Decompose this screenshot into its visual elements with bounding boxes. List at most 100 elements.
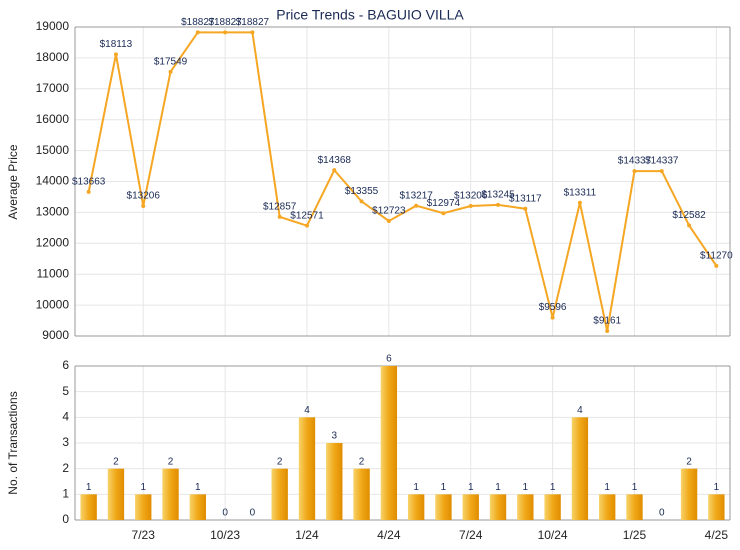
x-tick-label: 4/24 xyxy=(377,528,401,542)
point xyxy=(523,206,528,211)
point xyxy=(141,204,146,209)
bar xyxy=(599,494,616,520)
y-tick-label: 0 xyxy=(62,512,69,526)
bar xyxy=(435,494,452,520)
data-label: $14337 xyxy=(618,156,652,167)
bar xyxy=(353,468,370,520)
point xyxy=(195,30,200,35)
bar xyxy=(298,417,316,520)
bar xyxy=(517,494,534,520)
bar xyxy=(626,494,643,520)
data-label: 0 xyxy=(250,508,256,519)
point xyxy=(468,204,473,209)
data-label: $18827 xyxy=(208,17,242,28)
data-label: $12974 xyxy=(427,198,461,209)
data-label: $9596 xyxy=(539,302,567,313)
x-tick-label: 7/24 xyxy=(459,528,483,542)
data-label: 1 xyxy=(195,482,201,493)
point xyxy=(223,30,228,35)
data-label: $13311 xyxy=(564,187,597,198)
data-label: 1 xyxy=(441,482,447,493)
point xyxy=(441,211,446,216)
bar xyxy=(80,494,97,520)
y-tick-label: 15000 xyxy=(36,143,70,157)
data-label: 4 xyxy=(304,405,310,416)
point xyxy=(496,202,501,207)
data-label: $14368 xyxy=(318,155,352,166)
point xyxy=(86,189,91,194)
point xyxy=(359,199,364,204)
data-label: 2 xyxy=(359,456,365,467)
data-label: 4 xyxy=(577,405,583,416)
y-tick-label: 4 xyxy=(62,410,69,424)
point xyxy=(332,168,337,173)
point xyxy=(687,223,692,228)
bar xyxy=(271,468,288,520)
point xyxy=(277,214,282,219)
data-label: 1 xyxy=(632,482,638,493)
bar xyxy=(135,494,152,520)
y-tick-label: 9000 xyxy=(42,328,69,342)
bar xyxy=(189,494,206,520)
data-label: $18827 xyxy=(236,17,270,28)
bar xyxy=(326,443,343,520)
data-label: 1 xyxy=(714,482,720,493)
bar xyxy=(380,366,398,520)
y-tick-label: 13000 xyxy=(36,205,70,219)
point xyxy=(250,30,255,35)
chart-title: Price Trends - BAGUIO VILLA xyxy=(276,7,464,23)
y-tick-label: 16000 xyxy=(36,112,70,126)
bar xyxy=(708,494,725,520)
data-label: $13355 xyxy=(345,186,379,197)
data-label: 1 xyxy=(604,482,610,493)
y-tick-label: 3 xyxy=(62,435,69,449)
y-tick-label: 2 xyxy=(62,461,69,475)
bar xyxy=(162,468,179,520)
data-label: 1 xyxy=(413,482,419,493)
data-label: $13217 xyxy=(399,190,433,201)
y-tick-label: 11000 xyxy=(37,266,70,280)
data-label: 1 xyxy=(550,482,556,493)
point xyxy=(632,169,637,174)
data-label: $11270 xyxy=(700,250,733,261)
data-label: 2 xyxy=(277,456,283,467)
data-label: 0 xyxy=(659,508,665,519)
point xyxy=(113,52,118,57)
data-label: $12857 xyxy=(263,201,297,212)
point xyxy=(386,218,391,223)
x-tick-label: 10/24 xyxy=(538,528,568,542)
bar xyxy=(489,494,507,520)
data-label: $12571 xyxy=(290,210,324,221)
y-axis-label: No. of Transactions xyxy=(6,391,20,494)
y-tick-label: 18000 xyxy=(36,50,70,64)
data-label: $13663 xyxy=(72,177,106,188)
data-label: 2 xyxy=(113,456,119,467)
data-label: 0 xyxy=(222,508,228,519)
y-tick-label: 6 xyxy=(62,358,69,372)
point xyxy=(714,263,719,268)
point xyxy=(414,203,419,208)
data-label: 1 xyxy=(140,482,146,493)
data-label: $13117 xyxy=(509,193,542,204)
data-label: $13245 xyxy=(481,189,515,200)
bar xyxy=(107,468,125,520)
bar xyxy=(571,417,589,520)
data-label: $13206 xyxy=(127,191,161,202)
y-tick-label: 19000 xyxy=(36,19,70,33)
point xyxy=(304,223,309,228)
x-tick-label: 4/25 xyxy=(705,528,729,542)
y-tick-label: 12000 xyxy=(36,235,70,249)
point xyxy=(577,200,582,205)
data-label: 1 xyxy=(495,482,501,493)
data-label: $9161 xyxy=(593,316,621,327)
x-tick-label: 1/24 xyxy=(295,528,319,542)
data-label: 3 xyxy=(331,431,337,442)
data-label: 6 xyxy=(386,354,392,365)
y-tick-label: 10000 xyxy=(36,297,70,311)
data-label: 2 xyxy=(686,456,692,467)
x-tick-label: 1/25 xyxy=(623,528,647,542)
x-tick-label: 7/23 xyxy=(132,528,156,542)
point xyxy=(168,69,173,74)
bar xyxy=(544,494,561,520)
